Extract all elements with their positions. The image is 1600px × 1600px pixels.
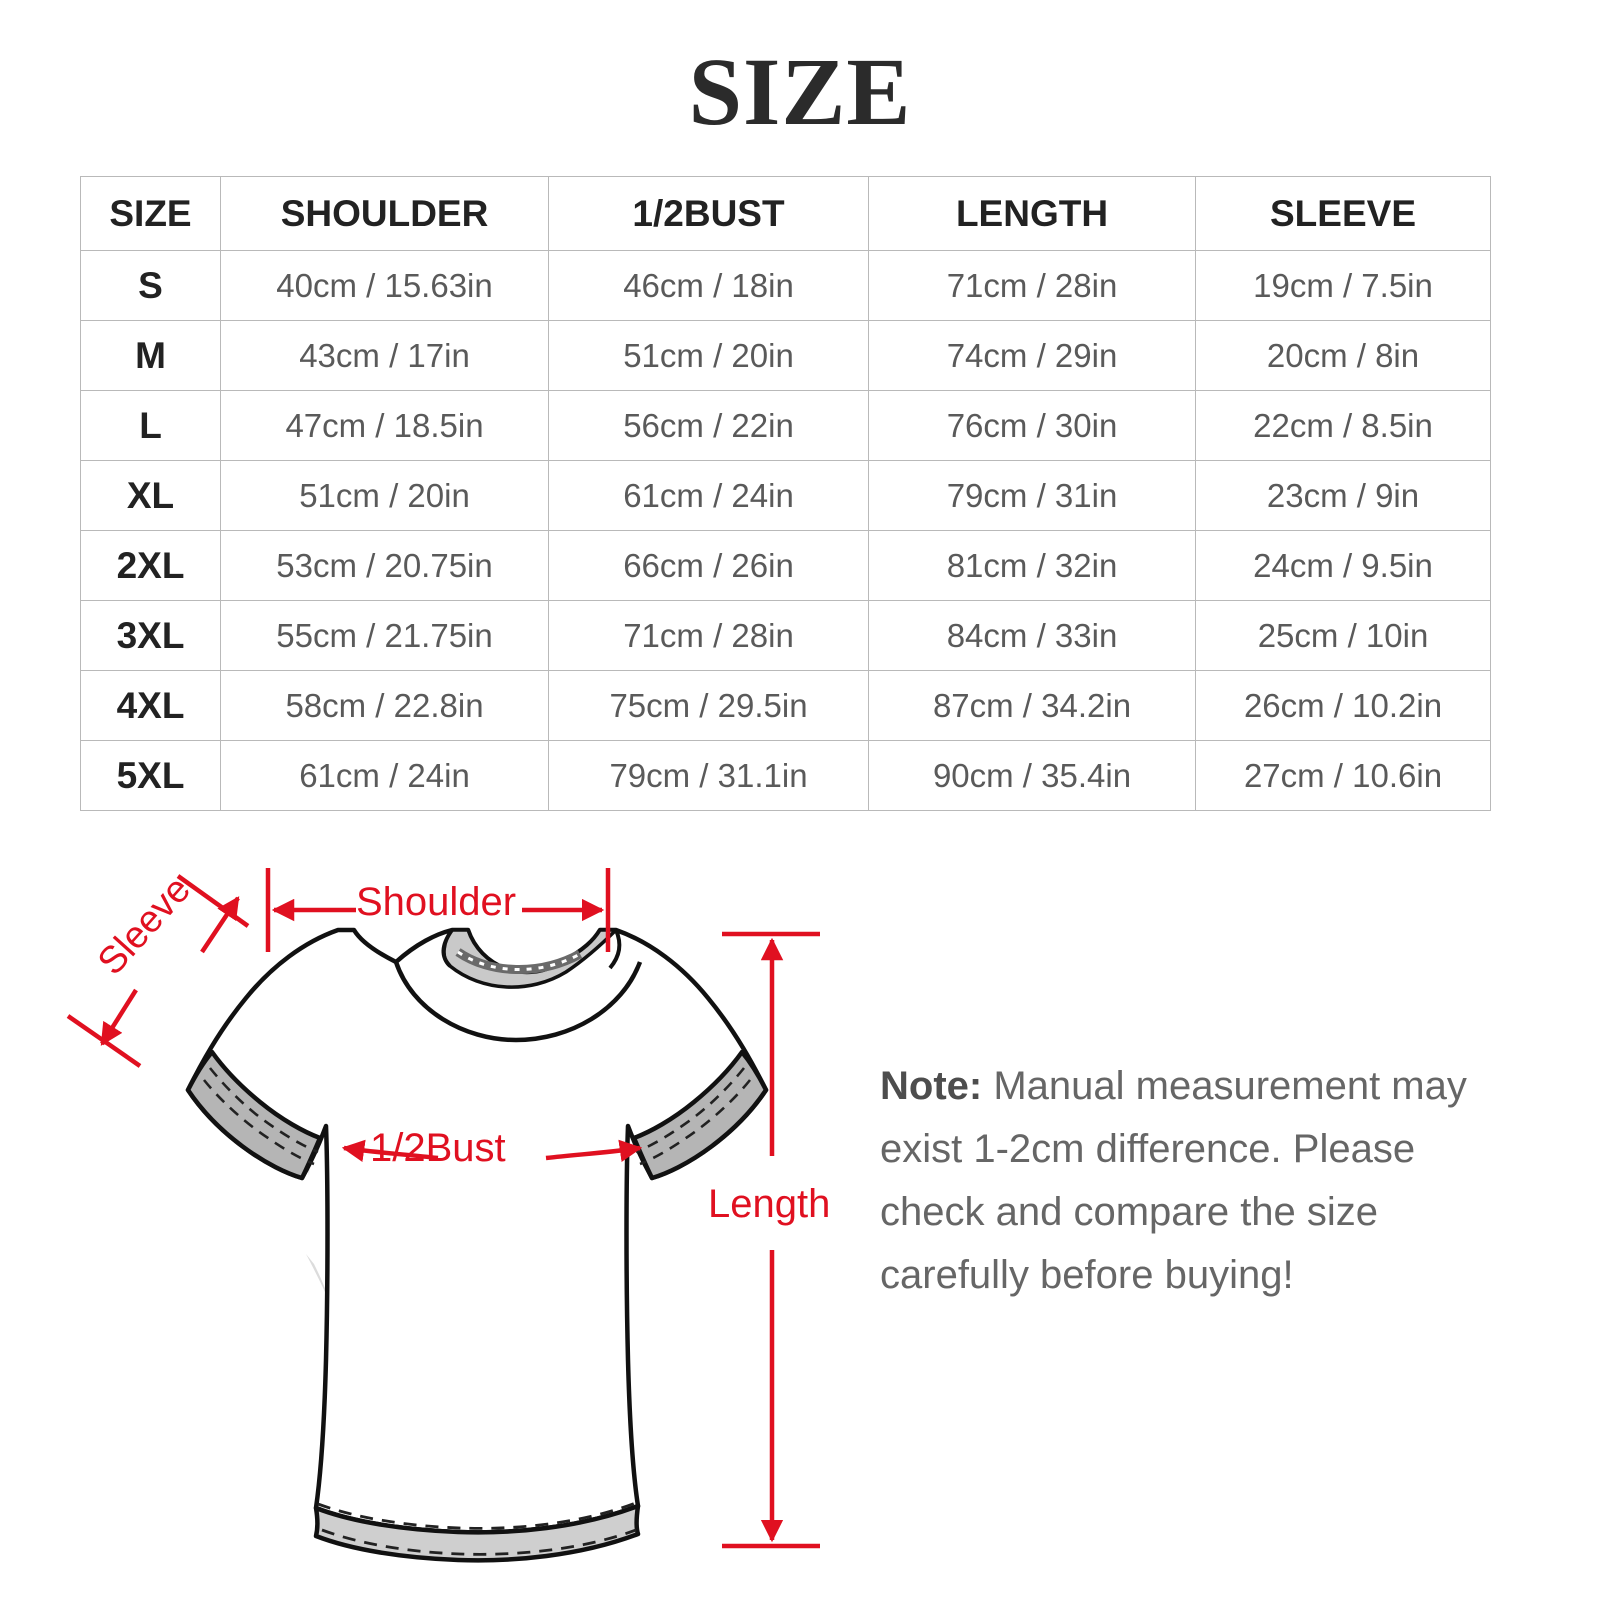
- table-row: S 40cm / 15.63in 46cm / 18in 71cm / 28in…: [80, 250, 1491, 321]
- cell-sleeve: 27cm / 10.6in: [1195, 740, 1491, 811]
- column-header-length: LENGTH: [868, 176, 1196, 251]
- column-header-sleeve: SLEEVE: [1195, 176, 1491, 251]
- table-row: 4XL 58cm / 22.8in 75cm / 29.5in 87cm / 3…: [80, 670, 1491, 741]
- cell-size: 2XL: [80, 530, 221, 601]
- cell-length: 81cm / 32in: [868, 530, 1196, 601]
- cell-size: 3XL: [80, 600, 221, 671]
- collar-rib-texture: [457, 950, 581, 971]
- table-row: L 47cm / 18.5in 56cm / 22in 76cm / 30in …: [80, 390, 1491, 461]
- sleeve-cuff-right: [631, 1049, 769, 1181]
- cell-shoulder: 53cm / 20.75in: [220, 530, 549, 601]
- cell-size: M: [80, 320, 221, 391]
- cell-length: 71cm / 28in: [868, 250, 1196, 321]
- sleeve-cuff-left-stitch-1: [208, 1067, 319, 1154]
- hem-band: [313, 1503, 641, 1563]
- column-header-shoulder: SHOULDER: [220, 176, 549, 251]
- cell-sleeve: 23cm / 9in: [1195, 460, 1491, 531]
- table-row: XL 51cm / 20in 61cm / 24in 79cm / 31in 2…: [80, 460, 1491, 531]
- sleeve-cuff-right-stitch-1: [635, 1067, 746, 1154]
- length-label: Length: [708, 1182, 831, 1226]
- cell-sleeve: 24cm / 9.5in: [1195, 530, 1491, 601]
- cell-length: 79cm / 31in: [868, 460, 1196, 531]
- sleeve-cuff-left: [185, 1049, 323, 1181]
- cell-sleeve: 22cm / 8.5in: [1195, 390, 1491, 461]
- sleeve-measure-arrow: [66, 874, 250, 1068]
- collar-neckline-right: [608, 929, 622, 970]
- cell-shoulder: 51cm / 20in: [220, 460, 549, 531]
- shoulder-label: Shoulder: [356, 880, 517, 924]
- tshirt-body-outline: [185, 927, 769, 1535]
- column-header-bust: 1/2BUST: [548, 176, 869, 251]
- cell-size: 5XL: [80, 740, 221, 811]
- length-measure-arrow: [722, 931, 820, 1549]
- cell-size: S: [80, 250, 221, 321]
- hem-stitch-lower: [321, 1528, 637, 1556]
- measurement-diagram: [0, 840, 1600, 1600]
- cell-shoulder: 58cm / 22.8in: [220, 670, 549, 741]
- cell-bust: 66cm / 26in: [548, 530, 869, 601]
- cell-bust: 56cm / 22in: [548, 390, 869, 461]
- cell-shoulder: 47cm / 18.5in: [220, 390, 549, 461]
- cell-length: 84cm / 33in: [868, 600, 1196, 671]
- cell-size: L: [80, 390, 221, 461]
- cell-size: XL: [80, 460, 221, 531]
- cell-length: 74cm / 29in: [868, 320, 1196, 391]
- cell-shoulder: 43cm / 17in: [220, 320, 549, 391]
- size-chart-table: SIZE SHOULDER 1/2BUST LENGTH SLEEVE S 40…: [80, 176, 1491, 811]
- shoulder-measure-arrow: [265, 868, 611, 952]
- column-header-size: SIZE: [80, 176, 221, 251]
- cell-bust: 71cm / 28in: [548, 600, 869, 671]
- cell-length: 76cm / 30in: [868, 390, 1196, 461]
- cell-length: 90cm / 35.4in: [868, 740, 1196, 811]
- table-header-row: SIZE SHOULDER 1/2BUST LENGTH SLEEVE: [80, 176, 1491, 251]
- cell-bust: 79cm / 31.1in: [548, 740, 869, 811]
- cell-shoulder: 55cm / 21.75in: [220, 600, 549, 671]
- half-bust-label: 1/2Bust: [370, 1126, 506, 1170]
- note-body: Manual measurement may exist 1-2cm diffe…: [880, 1064, 1467, 1297]
- cell-sleeve: 25cm / 10in: [1195, 600, 1491, 671]
- cell-sleeve: 20cm / 8in: [1195, 320, 1491, 391]
- collar-outer-ring: [393, 961, 643, 1043]
- cell-sleeve: 19cm / 7.5in: [1195, 250, 1491, 321]
- tshirt-illustration: [66, 868, 769, 1563]
- note-lead: Note:: [880, 1064, 983, 1108]
- cell-shoulder: 61cm / 24in: [220, 740, 549, 811]
- collar-neckline: [441, 928, 454, 968]
- cell-size: 4XL: [80, 670, 221, 741]
- cell-bust: 51cm / 20in: [548, 320, 869, 391]
- cell-bust: 61cm / 24in: [548, 460, 869, 531]
- note-block: Note: Manual measurement may exist 1-2cm…: [880, 1055, 1520, 1307]
- table-row: 2XL 53cm / 20.75in 66cm / 26in 81cm / 32…: [80, 530, 1491, 601]
- size-chart-container: SIZE SHOULDER 1/2BUST LENGTH SLEEVE S 40…: [80, 176, 1491, 811]
- table-row: 3XL 55cm / 21.75in 71cm / 28in 84cm / 33…: [80, 600, 1491, 671]
- table-row: 5XL 61cm / 24in 79cm / 31.1in 90cm / 35.…: [80, 740, 1491, 811]
- cell-sleeve: 26cm / 10.2in: [1195, 670, 1491, 741]
- half-bust-measure-arrow: [341, 1139, 643, 1162]
- cell-length: 87cm / 34.2in: [868, 670, 1196, 741]
- cell-shoulder: 40cm / 15.63in: [220, 250, 549, 321]
- cell-bust: 75cm / 29.5in: [548, 670, 869, 741]
- hem-stitch-upper: [317, 1500, 639, 1530]
- sleeve-cuff-left-stitch-2: [202, 1079, 315, 1166]
- sleeve-cuff-right-stitch-2: [639, 1079, 752, 1166]
- table-row: M 43cm / 17in 51cm / 20in 74cm / 29in 20…: [80, 320, 1491, 391]
- page-title: SIZE: [688, 38, 912, 145]
- cell-bust: 46cm / 18in: [548, 250, 869, 321]
